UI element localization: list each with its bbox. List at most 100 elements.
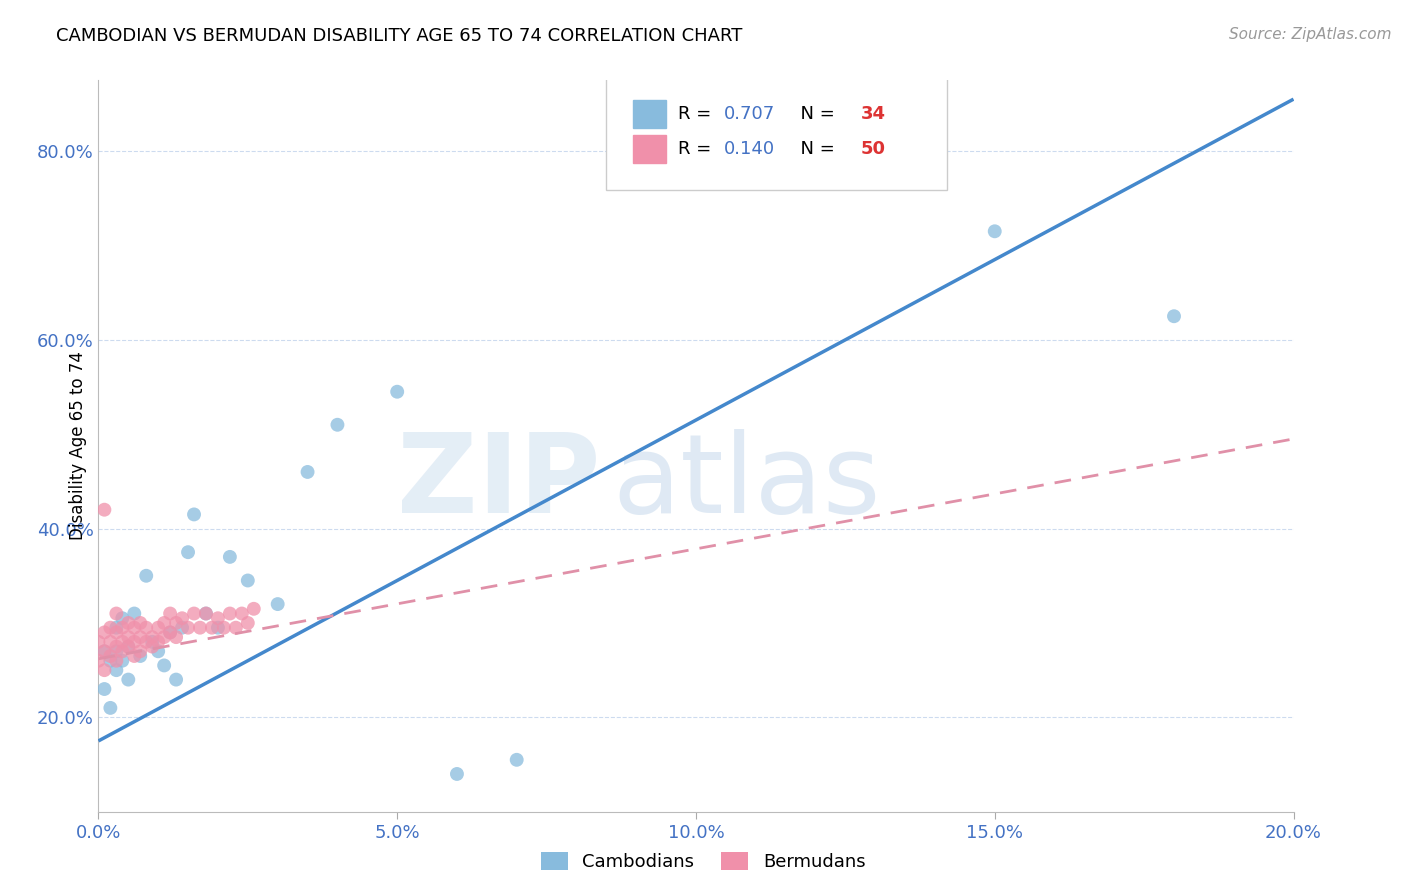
Point xyxy=(183,508,205,522)
Point xyxy=(141,630,163,644)
Point xyxy=(105,625,128,640)
Point xyxy=(105,621,128,635)
Point xyxy=(105,663,128,677)
FancyBboxPatch shape xyxy=(633,100,666,128)
Point xyxy=(135,621,157,635)
Text: 50: 50 xyxy=(860,140,886,158)
Point xyxy=(98,635,122,649)
Point xyxy=(219,607,242,621)
Point xyxy=(98,654,122,668)
Point xyxy=(98,621,122,635)
Point xyxy=(124,648,146,663)
Point xyxy=(93,644,115,658)
Point xyxy=(105,654,128,668)
Point xyxy=(243,602,266,616)
Text: ZIP: ZIP xyxy=(396,429,600,536)
Point xyxy=(129,648,152,663)
Point xyxy=(111,644,134,658)
Point xyxy=(117,673,139,687)
Point xyxy=(129,615,152,630)
Point xyxy=(129,630,152,644)
Point xyxy=(267,597,290,611)
Point xyxy=(172,621,194,635)
Point xyxy=(105,644,128,658)
Point xyxy=(148,635,170,649)
Point xyxy=(177,621,200,635)
Point xyxy=(135,635,157,649)
Point xyxy=(207,611,229,625)
Point xyxy=(172,611,194,625)
Point xyxy=(93,625,115,640)
Point xyxy=(165,673,187,687)
Point xyxy=(195,607,218,621)
Point xyxy=(385,384,409,399)
Point xyxy=(105,607,128,621)
Point xyxy=(159,607,181,621)
Text: N =: N = xyxy=(789,105,841,123)
Text: 0.707: 0.707 xyxy=(724,105,775,123)
Point xyxy=(117,640,139,654)
FancyBboxPatch shape xyxy=(633,135,666,163)
Text: R =: R = xyxy=(678,140,717,158)
Text: N =: N = xyxy=(789,140,841,158)
Text: atlas: atlas xyxy=(613,429,880,536)
Point xyxy=(93,502,115,516)
Point xyxy=(148,644,170,658)
Point xyxy=(111,611,134,625)
Point xyxy=(141,640,163,654)
Point xyxy=(153,630,176,644)
Point xyxy=(195,607,218,621)
Point xyxy=(506,753,529,767)
Point xyxy=(87,654,110,668)
Text: CAMBODIAN VS BERMUDAN DISABILITY AGE 65 TO 74 CORRELATION CHART: CAMBODIAN VS BERMUDAN DISABILITY AGE 65 … xyxy=(56,27,742,45)
Point xyxy=(1163,310,1185,324)
Point xyxy=(93,663,115,677)
Point xyxy=(124,635,146,649)
Point xyxy=(236,574,259,588)
Point xyxy=(105,640,128,654)
Text: 34: 34 xyxy=(860,105,886,123)
Point xyxy=(446,767,468,781)
Point xyxy=(159,625,181,640)
Point xyxy=(124,607,146,621)
Text: R =: R = xyxy=(678,105,717,123)
Point xyxy=(177,545,200,559)
Point xyxy=(135,568,157,582)
Point xyxy=(87,635,110,649)
Point xyxy=(117,630,139,644)
Point xyxy=(984,224,1007,238)
Point xyxy=(117,640,139,654)
Point xyxy=(141,635,163,649)
Point xyxy=(219,549,242,564)
Point xyxy=(297,465,319,479)
Point xyxy=(93,681,115,696)
Point xyxy=(207,621,229,635)
Text: Source: ZipAtlas.com: Source: ZipAtlas.com xyxy=(1229,27,1392,42)
Point xyxy=(117,615,139,630)
Point xyxy=(159,625,181,640)
Point xyxy=(93,644,115,658)
Point xyxy=(201,621,224,635)
Point xyxy=(326,417,349,432)
Point xyxy=(153,615,176,630)
Point xyxy=(148,621,170,635)
Legend: Cambodians, Bermudans: Cambodians, Bermudans xyxy=(533,845,873,879)
Point xyxy=(188,621,211,635)
Point xyxy=(98,701,122,715)
Point xyxy=(225,621,247,635)
Point xyxy=(129,644,152,658)
Point xyxy=(111,621,134,635)
Point xyxy=(111,654,134,668)
Point xyxy=(153,658,176,673)
Point xyxy=(236,615,259,630)
Point xyxy=(183,607,205,621)
Point xyxy=(124,621,146,635)
FancyBboxPatch shape xyxy=(606,77,948,190)
Point xyxy=(231,607,253,621)
Point xyxy=(111,635,134,649)
Text: 0.140: 0.140 xyxy=(724,140,775,158)
Point xyxy=(165,615,187,630)
Point xyxy=(98,648,122,663)
Point xyxy=(165,630,187,644)
Y-axis label: Disability Age 65 to 74: Disability Age 65 to 74 xyxy=(69,351,87,541)
